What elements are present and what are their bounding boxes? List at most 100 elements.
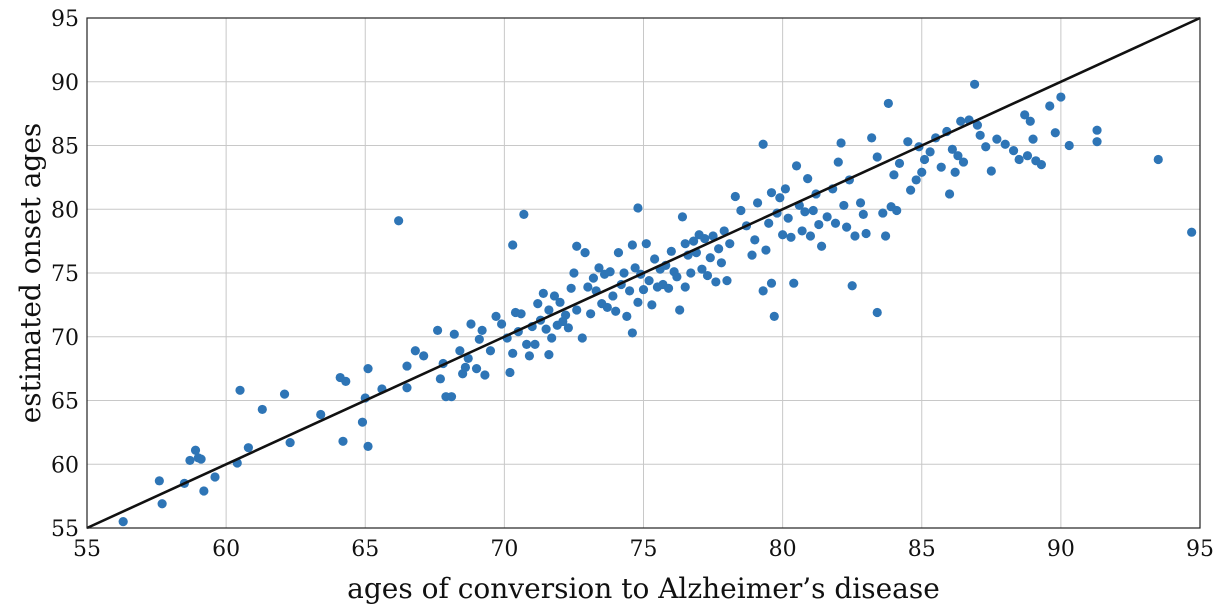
data-point [185,455,195,466]
data-point [580,248,590,258]
data-point [357,417,368,427]
data-point [463,353,473,364]
data-point [210,472,220,482]
data-point [157,499,167,509]
data-point [714,244,724,254]
data-point [839,200,849,211]
data-point [316,409,326,420]
data-point [766,188,777,198]
y-tick-label: 55 [51,517,79,542]
data-point [883,98,893,109]
data-point [588,273,599,283]
data-point [880,231,891,241]
data-points [118,79,1197,527]
data-point [956,116,966,126]
data-point [789,278,799,288]
data-point [455,346,465,356]
data-point [800,207,810,217]
data-point [594,263,604,273]
data-point [611,306,621,316]
data-point [758,286,768,296]
data-point [663,283,674,293]
data-point [700,233,710,244]
data-point [338,436,348,446]
data-point [680,239,690,249]
data-point [622,311,632,321]
data-point [633,203,643,213]
data-point [480,370,490,380]
data-point [522,339,532,349]
reference-line [86,16,1201,530]
data-point [619,268,629,278]
data-point [627,328,637,338]
data-point [1022,151,1033,161]
data-point [892,205,902,216]
data-point [402,361,412,371]
data-point [460,362,471,372]
data-point [647,300,657,310]
data-point [394,216,404,226]
data-point [577,333,587,343]
data-point [419,351,429,361]
data-point [688,236,699,246]
data-point [702,270,713,281]
x-tick-label: 75 [630,537,658,562]
data-point [944,189,955,199]
y-tick-labels: 55 60 65 70 75 80 85 90 95 [51,7,79,542]
data-point [496,319,507,329]
data-point [750,235,760,245]
y-tick-label: 95 [51,7,79,32]
data-point [855,198,866,208]
data-point [917,167,927,177]
data-point [911,175,921,185]
data-point [947,144,957,154]
data-point [791,161,802,171]
data-point [677,212,688,222]
data-point [530,339,540,349]
x-tick-label: 65 [351,537,379,562]
data-point [572,305,582,315]
data-point [586,309,596,319]
data-point [953,151,963,161]
data-point [778,230,788,240]
data-point [641,239,651,249]
data-point [471,364,482,374]
data-point [1153,154,1163,165]
data-point [485,346,496,356]
data-point [583,282,593,292]
data-point [285,437,295,448]
data-point [544,350,554,360]
data-point [235,385,245,395]
data-point [786,232,796,242]
data-point [992,134,1002,144]
x-axis-title: ages of conversion to Alzheimer’s diseas… [347,572,940,605]
data-point [666,246,676,256]
data-point [633,297,643,307]
data-point [566,283,576,293]
data-point [889,170,899,180]
data-point [363,441,373,451]
data-point [650,254,660,264]
data-point [508,348,518,358]
data-point [730,191,740,202]
data-point [675,305,685,315]
data-point [608,291,618,301]
data-point [491,311,501,321]
data-point [747,250,757,260]
data-point [477,325,487,335]
data-point [775,193,785,203]
data-point [822,212,832,222]
data-point [279,389,290,399]
data-point [719,226,729,236]
data-point [363,364,373,374]
data-point [190,445,201,455]
data-point [972,120,983,130]
data-point [736,205,746,216]
data-point [814,219,824,230]
data-point [508,240,518,250]
data-point [836,138,846,148]
data-point [560,310,571,320]
data-point [764,218,774,228]
x-tick-label: 90 [1047,537,1075,562]
data-point [563,323,573,333]
